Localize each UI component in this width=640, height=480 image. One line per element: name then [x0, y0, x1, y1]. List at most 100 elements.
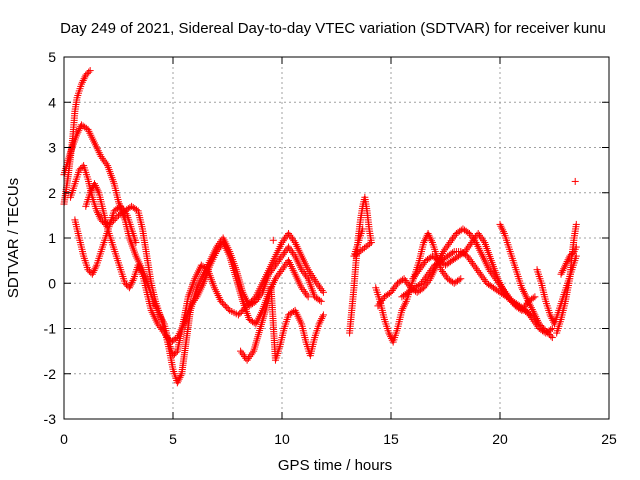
data-point	[319, 313, 327, 321]
data-point	[302, 271, 310, 279]
data-point	[75, 126, 83, 134]
data-point	[486, 267, 494, 275]
data-point	[95, 212, 103, 220]
data-point	[442, 273, 450, 281]
data-point	[398, 276, 406, 284]
data-point	[482, 277, 490, 285]
data-point	[421, 237, 429, 245]
data-point	[317, 316, 325, 324]
data-point	[475, 268, 483, 276]
data-point	[497, 222, 505, 230]
data-point	[158, 325, 166, 333]
data-point	[525, 310, 533, 318]
data-point	[298, 284, 306, 292]
y-tick-label: 5	[48, 49, 56, 65]
data-point	[214, 246, 222, 254]
data-point	[304, 293, 312, 301]
data-point	[387, 333, 395, 341]
data-point	[413, 269, 421, 277]
data-point	[418, 285, 426, 293]
data-point	[271, 275, 279, 283]
y-tick-label: 4	[48, 94, 56, 110]
data-point	[374, 302, 382, 310]
data-point	[129, 277, 137, 285]
data-point	[531, 293, 539, 301]
data-point	[442, 244, 450, 252]
data-point	[405, 282, 413, 290]
data-point	[285, 243, 293, 251]
data-point	[426, 233, 434, 241]
data-point	[476, 231, 484, 239]
data-point	[98, 154, 106, 162]
data-point	[248, 349, 256, 357]
data-point	[121, 279, 129, 287]
data-point	[537, 321, 545, 329]
y-tick-label: 2	[48, 185, 56, 201]
data-point	[390, 285, 398, 293]
data-point	[420, 276, 428, 284]
data-point	[170, 350, 178, 358]
plot-area	[60, 67, 580, 387]
data-point	[421, 258, 429, 266]
data-point	[427, 267, 435, 275]
x-tick-label: 10	[274, 431, 290, 447]
data-point	[271, 261, 279, 269]
data-point	[392, 281, 400, 289]
data-point	[461, 248, 469, 256]
y-tick-label: 3	[48, 140, 56, 156]
data-point	[192, 295, 200, 303]
data-point	[87, 187, 95, 195]
data-point	[499, 228, 507, 236]
data-point	[561, 261, 569, 269]
data-point	[86, 67, 94, 75]
data-point	[478, 272, 486, 280]
data-point	[525, 298, 533, 306]
data-point	[279, 264, 287, 272]
data-point	[299, 267, 307, 275]
data-point	[559, 267, 567, 275]
data-point	[74, 128, 82, 136]
data-point	[463, 252, 471, 260]
data-point	[298, 266, 306, 274]
data-point	[281, 235, 289, 243]
data-point	[92, 183, 100, 191]
data-point	[470, 261, 478, 269]
data-point	[300, 287, 308, 295]
data-point	[531, 311, 539, 319]
data-point	[186, 302, 194, 310]
y-tick-label: -3	[44, 411, 57, 427]
data-point	[317, 297, 325, 305]
data-point	[378, 296, 386, 304]
data-point	[546, 311, 554, 319]
data-point	[177, 372, 185, 380]
data-point	[317, 285, 325, 293]
data-point	[424, 229, 432, 237]
data-point	[466, 256, 474, 264]
data-point	[274, 271, 282, 279]
data-point	[520, 287, 528, 295]
data-point	[221, 302, 229, 310]
data-point	[279, 250, 287, 258]
data-point	[121, 208, 129, 216]
data-point	[250, 298, 258, 306]
data-point	[418, 279, 426, 287]
data-point	[88, 270, 96, 278]
data-point	[154, 320, 162, 328]
data-point	[401, 301, 409, 309]
y-tick-label: 1	[48, 230, 56, 246]
data-point	[218, 299, 226, 307]
data-point	[132, 239, 140, 247]
data-point	[285, 229, 293, 237]
data-point	[438, 267, 446, 275]
data-point	[159, 327, 167, 335]
data-point	[278, 266, 286, 274]
data-point	[401, 277, 409, 285]
data-point	[279, 237, 287, 245]
data-point	[547, 332, 555, 340]
data-point	[93, 185, 101, 193]
x-tick-label: 25	[601, 431, 617, 447]
data-point	[97, 153, 105, 161]
data-point	[541, 326, 549, 334]
data-point	[314, 281, 322, 289]
data-point	[73, 130, 81, 138]
